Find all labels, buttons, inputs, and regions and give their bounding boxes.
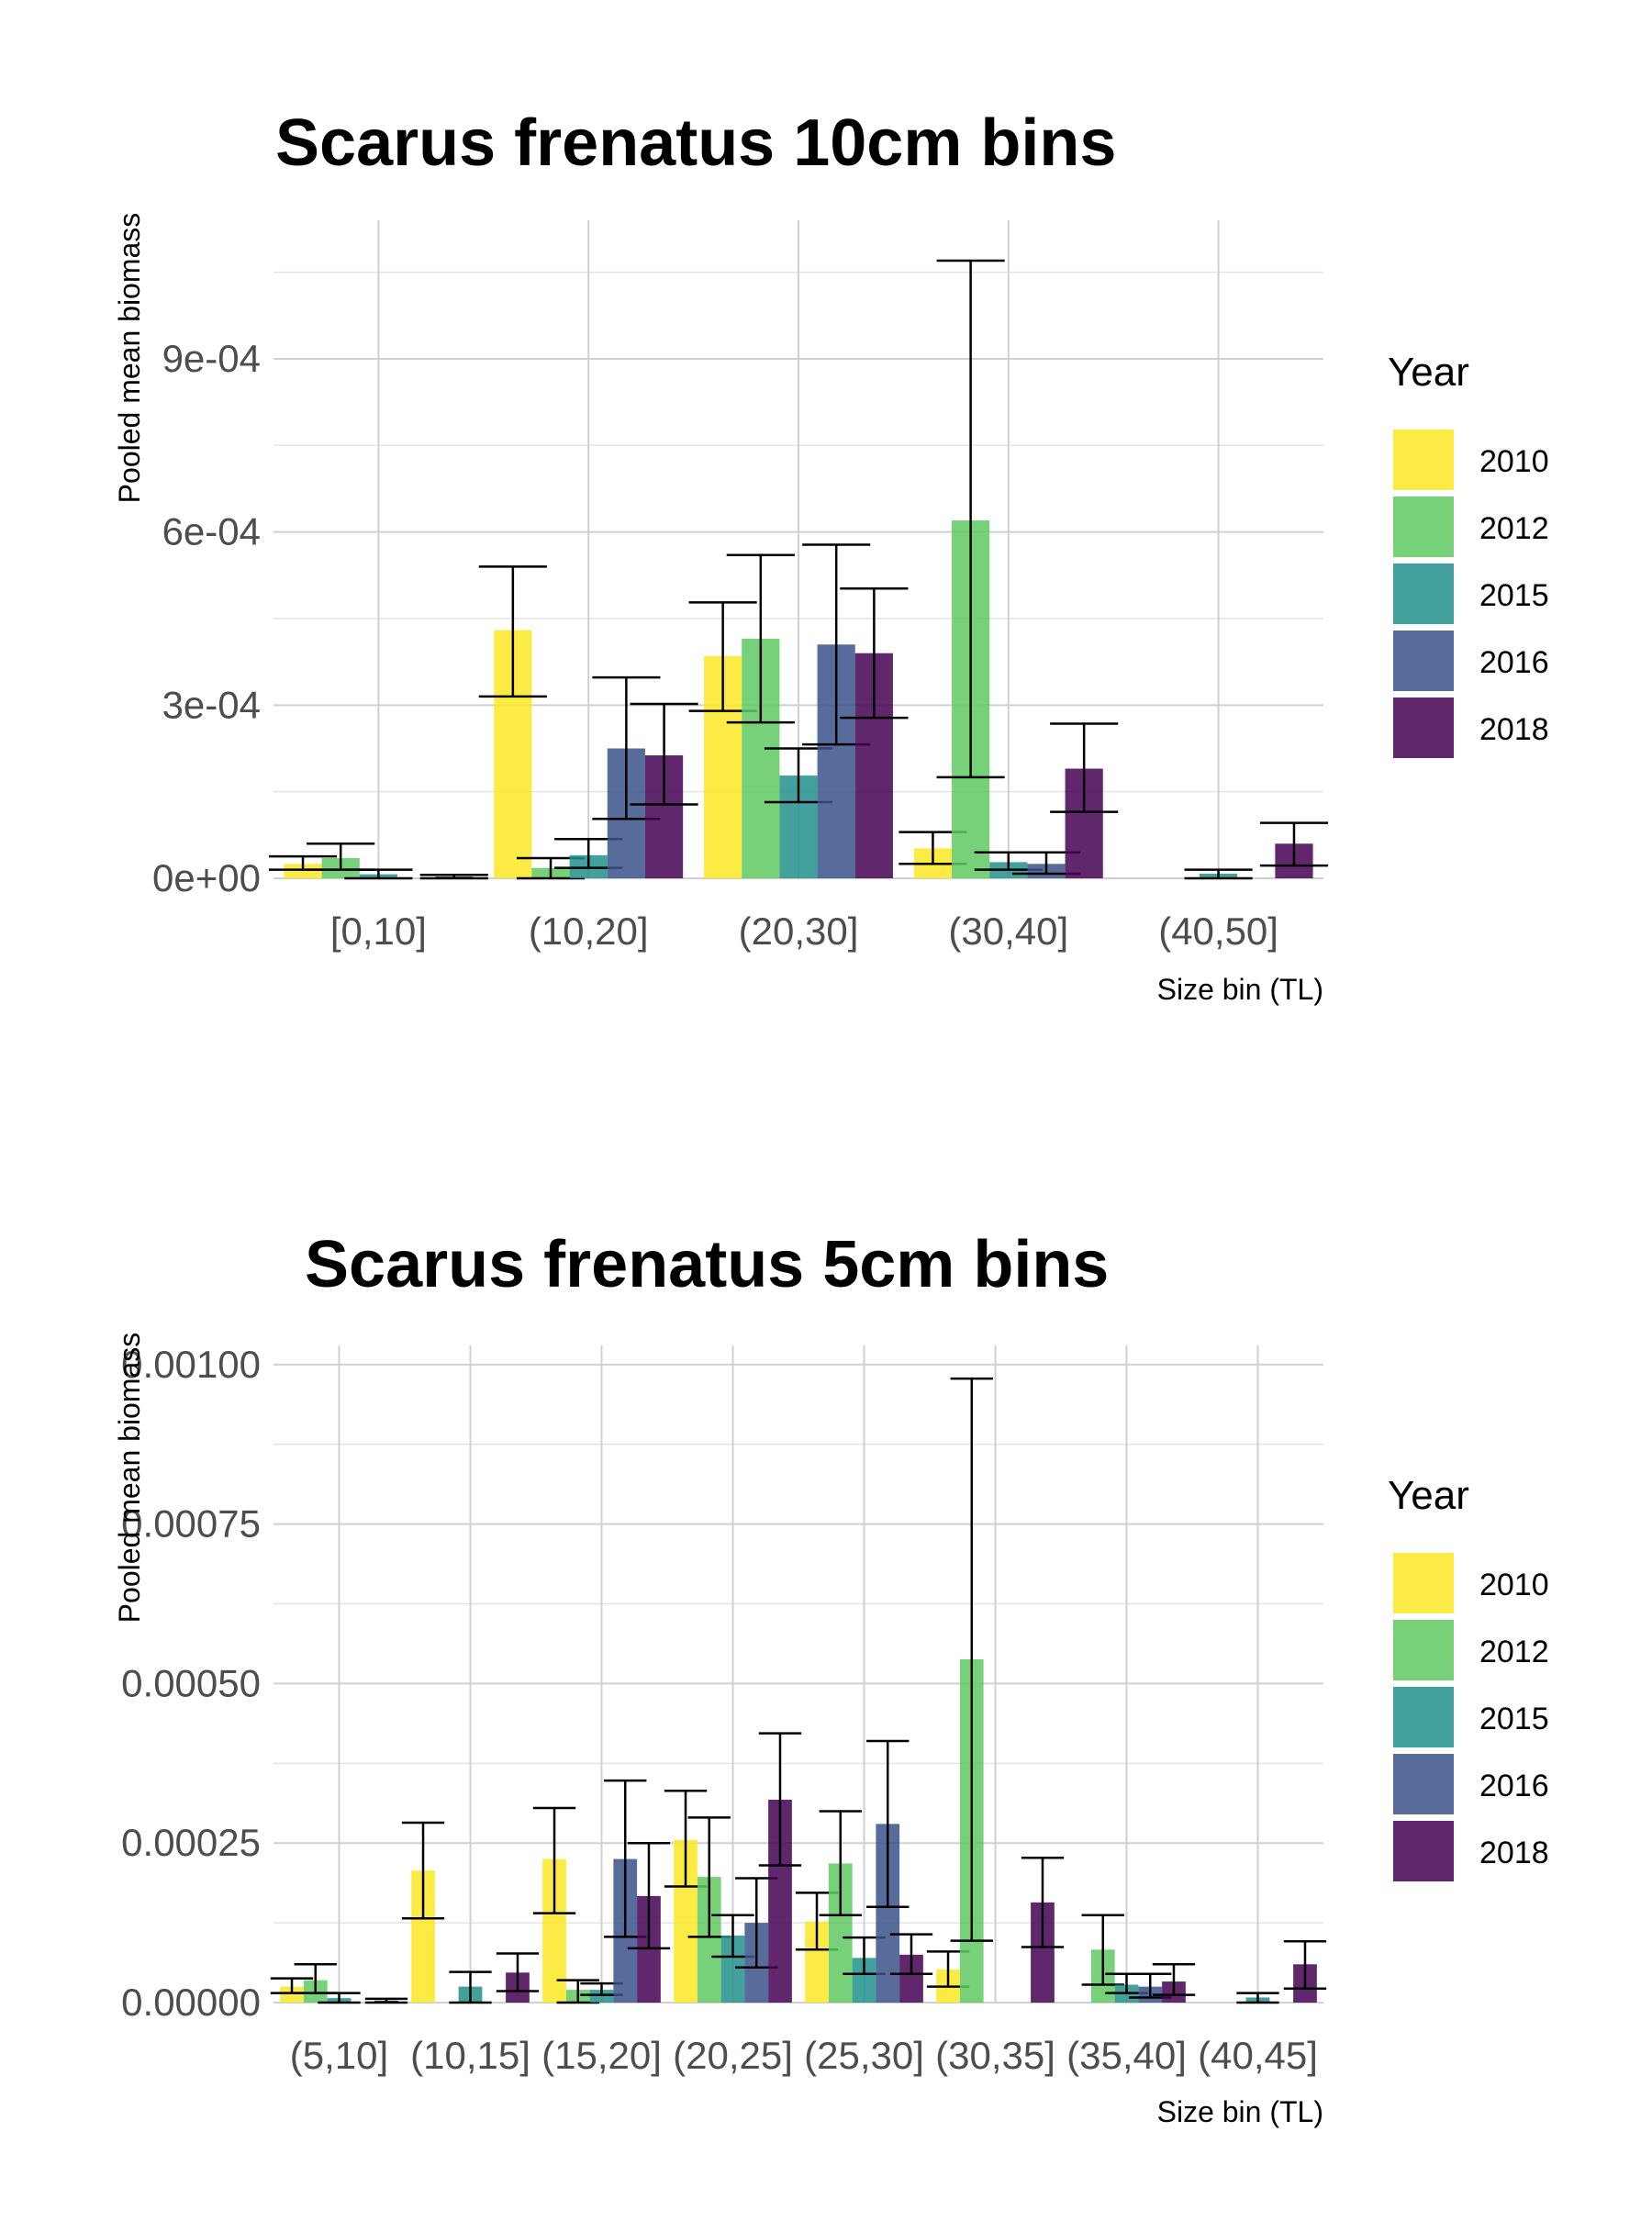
y-tick-label: 6e-04: [162, 510, 261, 553]
chart-title: Scarus frenatus 5cm bins: [305, 1228, 1109, 1301]
legend-key-2016: [1393, 1754, 1454, 1814]
legend-key-2015: [1393, 1687, 1454, 1747]
x-tick-label: (20,25]: [673, 2034, 793, 2077]
x-tick-label: (40,45]: [1198, 2034, 1318, 2077]
grid: [273, 1345, 1323, 2003]
legend-key-2010: [1393, 1553, 1454, 1613]
legend-label: 2015: [1479, 578, 1549, 613]
legend-key-2018: [1393, 1821, 1454, 1881]
bars: [268, 259, 1329, 880]
legend-label: 2012: [1479, 511, 1549, 546]
y-tick-label: 0.00025: [121, 1821, 261, 1864]
chart-10cm-svg: Scarus frenatus 10cm bins 0e+00 3e-04 6e-04…: [113, 106, 1549, 1006]
bar-2010-0: [284, 864, 322, 878]
legend-key-2015: [1393, 564, 1454, 624]
legend-label: 2016: [1479, 1769, 1549, 1803]
x-tick-label: (15,20]: [541, 2034, 662, 2077]
y-tick-label: 9e-04: [162, 337, 261, 380]
legend-key-2010: [1393, 430, 1454, 490]
y-tick-label: 0.00000: [121, 1981, 261, 2024]
x-axis-title: Size bin (TL): [1157, 973, 1323, 1006]
x-tick-label: (35,40]: [1066, 2034, 1187, 2077]
legend-key-2016: [1393, 631, 1454, 691]
y-tick-label: 3e-04: [162, 683, 261, 726]
legend-label: 2012: [1479, 1635, 1549, 1669]
legend: Year 2010 2012 2015 2016 2018: [1388, 1473, 1549, 1881]
x-tick-label: (10,15]: [410, 2034, 530, 2077]
y-axis-title: Pooled mean biomass: [113, 213, 146, 504]
legend-key-2012: [1393, 497, 1454, 557]
y-tick-label: 0.00100: [121, 1343, 261, 1386]
legend-label: 2018: [1479, 1836, 1549, 1870]
x-tick-label: (25,30]: [804, 2034, 924, 2077]
legend-title: Year: [1388, 1473, 1469, 1518]
x-tick-label: (10,20]: [529, 910, 649, 953]
bar-2010-0: [280, 1986, 304, 2003]
x-tick-label: [0,10]: [330, 910, 427, 953]
bar-2015-2: [589, 1990, 614, 2003]
legend-label: 2010: [1479, 1568, 1549, 1602]
legend-title: Year: [1388, 350, 1469, 395]
chart-10cm-bins: Scarus frenatus 10cm bins 0e+00 3e-04 6e-04…: [0, 0, 1652, 1101]
y-tick-label: 0.00050: [121, 1661, 261, 1704]
legend-label: 2018: [1479, 712, 1549, 747]
y-axis-title: Pooled mean biomass: [113, 1333, 146, 1624]
legend-key-2018: [1393, 698, 1454, 758]
bars: [270, 1377, 1327, 2004]
chart-title: Scarus frenatus 10cm bins: [275, 106, 1116, 180]
legend-key-2012: [1393, 1620, 1454, 1680]
chart-5cm-svg: Scarus frenatus 5cm bins 0.00000 0.00025 0.…: [113, 1228, 1549, 2128]
y-tick-label: 0.00075: [121, 1502, 261, 1546]
x-tick-label: (30,35]: [935, 2034, 1055, 2077]
legend-label: 2016: [1479, 645, 1549, 680]
x-tick-label: (20,30]: [739, 910, 859, 953]
x-tick-label: (40,50]: [1158, 910, 1278, 953]
legend-label: 2010: [1479, 444, 1549, 479]
x-tick-label: (5,10]: [290, 2034, 388, 2077]
chart-5cm-bins: Scarus frenatus 5cm bins 0.00000 0.00025 0.…: [0, 1120, 1652, 2221]
x-tick-label: (30,40]: [948, 910, 1068, 953]
legend: Year 2010 2012 2015 2016 2018: [1388, 350, 1549, 758]
y-tick-label: 0e+00: [152, 856, 261, 899]
x-axis-title: Size bin (TL): [1157, 2095, 1323, 2128]
legend-label: 2015: [1479, 1702, 1549, 1736]
